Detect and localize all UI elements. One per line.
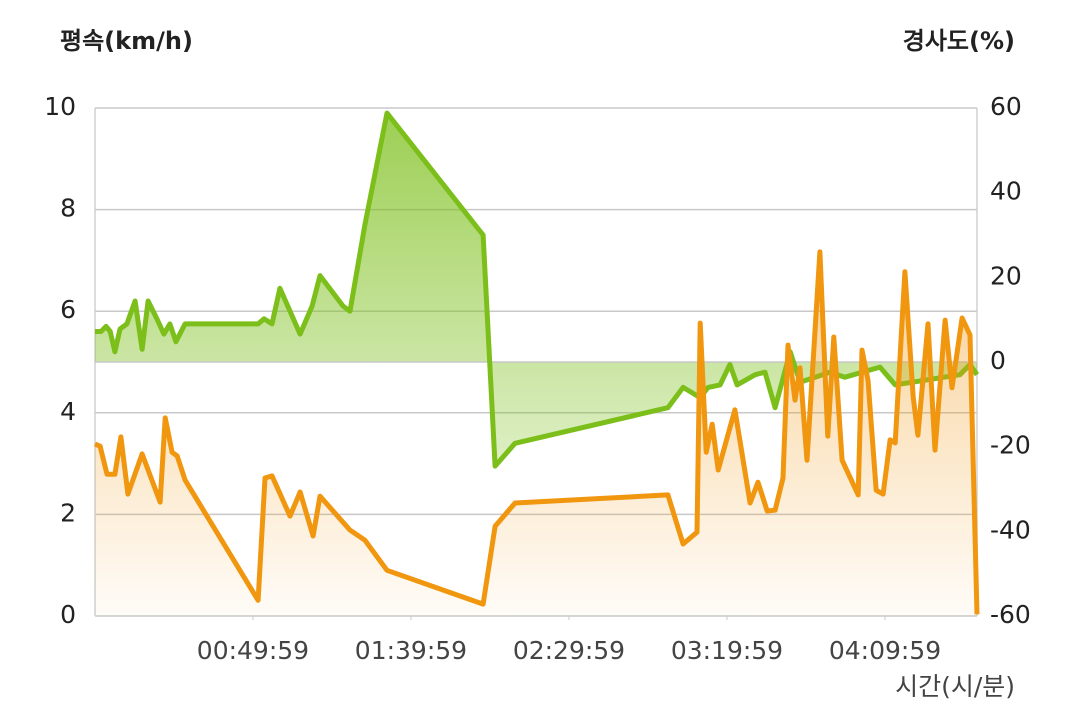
- y2-tick-label: 60: [990, 92, 1022, 121]
- y2-axis-title: 경사도(%): [903, 27, 1015, 55]
- y-tick-label: 0: [60, 600, 76, 629]
- y-tick-label: 6: [60, 295, 76, 324]
- x-tick-label: 00:49:59: [197, 636, 309, 665]
- y-tick-label: 2: [60, 498, 76, 527]
- y2-tick-label: 0: [990, 346, 1006, 375]
- x-tick-label: 04:09:59: [829, 636, 941, 665]
- series-area: [95, 113, 977, 467]
- y2-tick-label: -40: [990, 515, 1031, 544]
- series-line: [94, 249, 980, 615]
- y-tick-label: 8: [60, 194, 76, 223]
- x-axis-title: 시간(시/분): [895, 672, 1015, 701]
- x-tick-label: 02:29:59: [513, 636, 625, 665]
- x-tick-label: 03:19:59: [671, 636, 783, 665]
- y-axis-title: 평속(km/h): [60, 27, 193, 55]
- y-tick-label: 4: [60, 397, 76, 426]
- y2-tick-label: 20: [990, 261, 1022, 290]
- y2-tick-label: 40: [990, 177, 1022, 206]
- y2-tick-label: -60: [990, 600, 1031, 629]
- x-tick-label: 01:39:59: [355, 636, 467, 665]
- y-tick-label: 10: [44, 92, 76, 121]
- y2-tick-label: -20: [990, 431, 1031, 460]
